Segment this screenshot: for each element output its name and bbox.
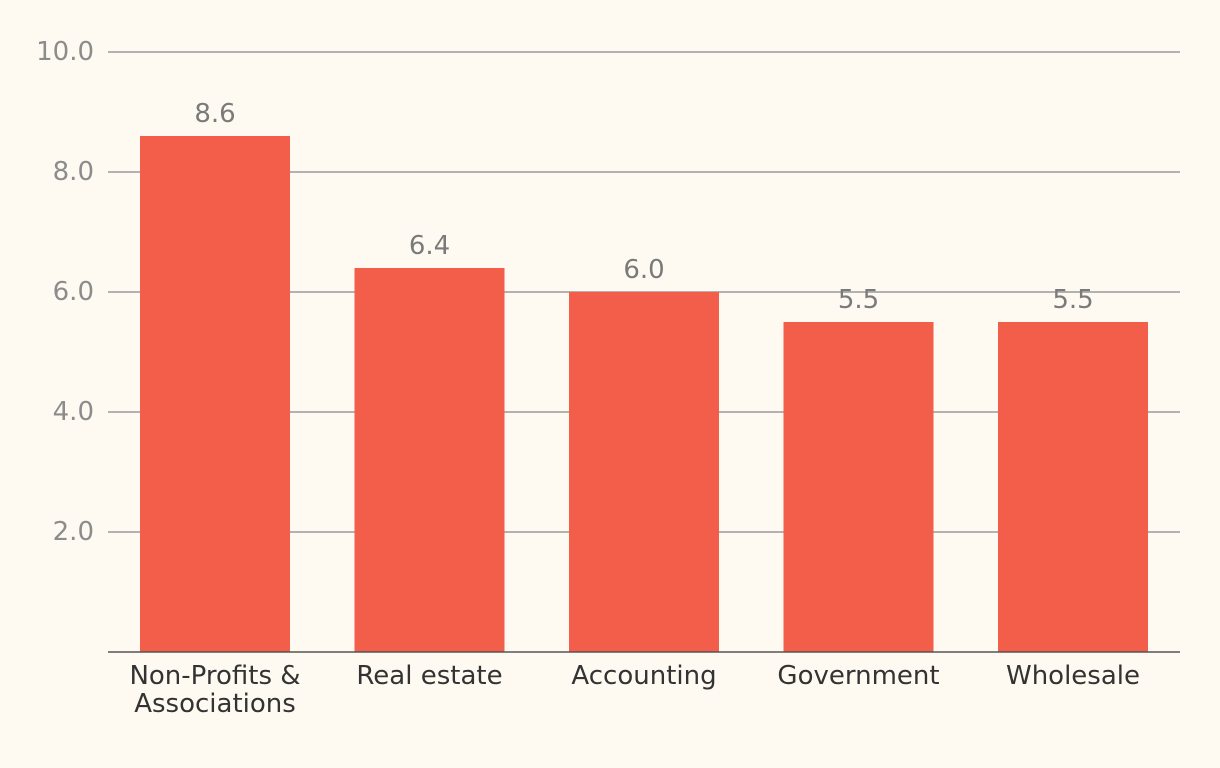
x-tick-label-line: Government (777, 661, 939, 691)
x-tick-label: Government (777, 661, 939, 691)
y-tick-label: 2.0 (53, 517, 94, 547)
y-tick-label: 6.0 (53, 277, 94, 307)
bar (998, 322, 1148, 652)
bar (354, 268, 505, 652)
value-labels: 8.6 6.4 6.0 5.5 5.5 (194, 99, 1093, 315)
x-tick-label: Real estate (356, 661, 502, 691)
x-tick-label-line: Accounting (571, 661, 716, 691)
x-tick-label: Non-Profits & Associations (129, 661, 300, 719)
x-tick-label-line: Non-Profits & (129, 661, 300, 691)
value-label: 5.5 (838, 285, 879, 315)
x-tick-label: Wholesale (1006, 661, 1140, 691)
x-tick-label-line: Real estate (356, 661, 502, 691)
y-tick-label: 10.0 (36, 37, 94, 67)
value-label: 8.6 (194, 99, 235, 129)
x-tick-label-line: Associations (134, 689, 296, 719)
bars (140, 136, 1148, 652)
y-tick-label: 8.0 (53, 157, 94, 187)
bar (569, 292, 719, 652)
x-tick-label: Accounting (571, 661, 716, 691)
y-tick-label: 4.0 (53, 397, 94, 427)
y-tick-labels: 2.0 4.0 6.0 8.0 10.0 (36, 37, 94, 547)
value-label: 6.0 (623, 255, 664, 285)
value-label: 6.4 (409, 231, 450, 261)
bar (783, 322, 934, 652)
bar (140, 136, 290, 652)
x-tick-label-line: Wholesale (1006, 661, 1140, 691)
value-label: 5.5 (1052, 285, 1093, 315)
x-tick-labels: Non-Profits & Associations Real estate Acco… (129, 661, 1140, 719)
